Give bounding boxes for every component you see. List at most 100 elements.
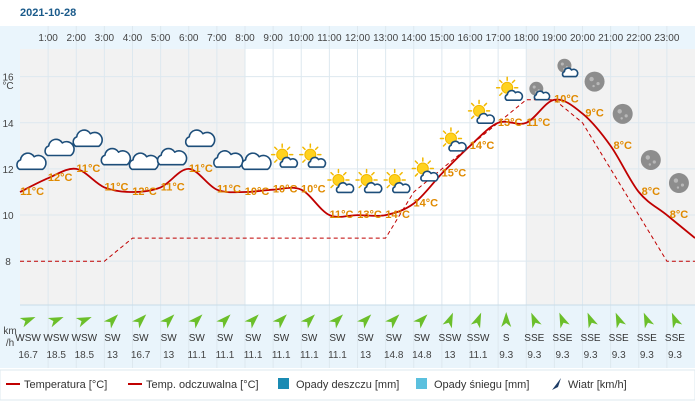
wind-direction: SW — [358, 333, 375, 344]
wind-direction: SSE — [552, 333, 572, 344]
moon-disc — [640, 149, 661, 170]
hour-label: 2:00 — [67, 33, 87, 44]
temp-label: 13°C — [357, 209, 382, 221]
cloud-shape — [156, 147, 188, 166]
cloud-shape — [16, 152, 47, 171]
sun-ray — [470, 102, 475, 107]
legend-item: Wiatr [km/h] — [552, 378, 627, 391]
moon-crater — [652, 160, 656, 164]
temp-label: 11°C — [329, 209, 353, 221]
y-tick-label: 8 — [5, 257, 11, 268]
y-tick-label: 14 — [2, 119, 14, 130]
sun-ray — [286, 146, 291, 151]
hour-label: 20:00 — [570, 33, 595, 44]
sun-ray — [302, 146, 306, 151]
wind-arrow-icon — [132, 314, 147, 329]
wind-speed: 13 — [163, 350, 175, 361]
legend-item: Opady deszczu [mm] — [278, 378, 399, 391]
moon-crater — [596, 81, 600, 86]
wind-speed: 18.5 — [75, 350, 95, 361]
cloud-shape — [476, 112, 495, 125]
hour-label: 16:00 — [457, 33, 482, 44]
wind-arrow-shape — [132, 314, 147, 329]
sun-ray — [330, 184, 334, 189]
wind-arrow-icon — [501, 312, 512, 327]
legend-box — [0, 369, 695, 401]
wind-arrow-icon — [357, 314, 372, 329]
temp-label: 10°C — [273, 184, 298, 196]
cloud-shape — [307, 156, 327, 168]
wind-speed: 9.3 — [499, 350, 513, 361]
legend-swatch-icon — [552, 378, 561, 390]
wind-speed: 11.1 — [469, 350, 488, 361]
sun-ray — [483, 102, 488, 107]
sun-cloud-icon — [355, 168, 383, 194]
wind-unit-bottom: /h — [6, 338, 14, 349]
wind-arrow-icon — [47, 316, 64, 328]
wind-direction: SW — [301, 333, 318, 344]
temp-label: 8°C — [642, 186, 661, 198]
wind-direction: SW — [386, 333, 403, 344]
cloud-shape — [335, 182, 355, 194]
moon-disc — [668, 173, 689, 194]
wind-speed: 11.1 — [272, 350, 291, 361]
sun-cloud-icon — [411, 157, 439, 182]
sun-cloud-icon — [495, 76, 524, 101]
hour-label: 3:00 — [95, 33, 115, 44]
sun-cloud-icon — [439, 127, 467, 152]
wind-arrow-icon — [328, 314, 344, 329]
moon-crater — [645, 155, 651, 160]
cloud-shape — [279, 156, 299, 168]
temp-label: 11°C — [161, 181, 185, 193]
hour-label: 9:00 — [263, 33, 283, 44]
moon-crater — [673, 178, 679, 183]
wind-arrow-icon — [216, 314, 231, 329]
moon-icon — [640, 149, 661, 170]
wind-direction: SW — [133, 333, 150, 344]
wind-direction: SW — [414, 333, 431, 344]
wind-arrow-icon — [188, 314, 203, 329]
cloud-shape — [391, 182, 411, 194]
wind-speed: 11.1 — [328, 350, 347, 361]
sun-ray — [399, 171, 403, 176]
wind-direction: WSW — [15, 333, 41, 344]
hour-label: 10:00 — [289, 33, 314, 44]
hour-label: 8:00 — [235, 33, 255, 44]
temp-label: 13°C — [498, 117, 523, 129]
wind-speed: 13 — [360, 350, 372, 361]
wind-arrow-icon — [75, 316, 92, 328]
temp-label: 11°C — [189, 163, 213, 175]
wind-arrow-shape — [75, 316, 92, 328]
wind-direction: WSW — [43, 333, 69, 344]
wind-arrow-icon — [531, 312, 542, 329]
temp-label: 10°C — [301, 184, 326, 196]
wind-direction: SW — [104, 333, 121, 344]
wind-arrow-icon — [587, 312, 598, 329]
temp-label: 10°C — [245, 186, 270, 198]
cloud-icon — [72, 129, 103, 148]
wind-arrow-shape — [19, 316, 36, 328]
cloud-shape — [504, 89, 524, 101]
wind-direction: S — [503, 333, 510, 344]
wind-arrow-shape — [103, 314, 119, 329]
sun-ray — [499, 92, 503, 96]
wind-arrow-shape — [300, 314, 315, 329]
wind-direction: SSE — [581, 333, 601, 344]
wind-speed: 9.3 — [555, 350, 569, 361]
wind-direction: SSE — [665, 333, 685, 344]
temp-label: 12°C — [48, 172, 73, 184]
cloud-icon — [241, 152, 272, 171]
moon-crater — [676, 186, 680, 189]
cloud-icon — [213, 150, 244, 168]
wind-direction: SSE — [524, 333, 544, 344]
wind-arrow-shape — [413, 314, 428, 329]
y-tick-label: 10 — [2, 211, 14, 222]
hour-label: 21:00 — [598, 33, 623, 44]
wind-speed: 11.1 — [187, 350, 206, 361]
legend-label: Wiatr [km/h] — [568, 379, 627, 391]
temp-label: 11°C — [20, 186, 44, 198]
wind-arrow-shape — [47, 316, 64, 328]
moon-icon — [612, 103, 633, 124]
wind-speed: 18.5 — [46, 350, 66, 361]
